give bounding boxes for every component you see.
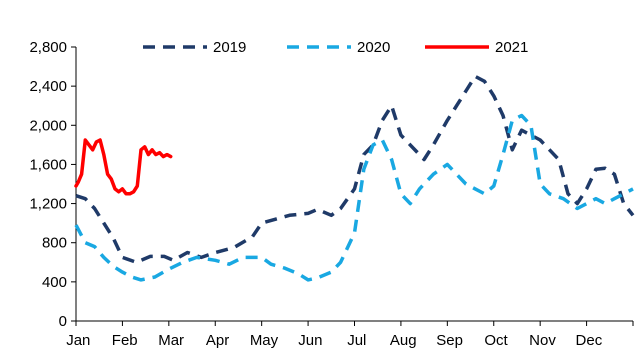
x-tick-label: Nov bbox=[529, 332, 556, 349]
x-tick-label: Dec bbox=[576, 332, 603, 349]
x-tick-label: Jun bbox=[298, 332, 322, 349]
x-axis: Jan Feb Mar Apr May Jun Jul Aug Sep Oct Nov Dec bbox=[66, 320, 634, 349]
y-tick-label: 2,800 bbox=[29, 39, 67, 56]
x-tick-label: Aug bbox=[390, 332, 417, 349]
x-tick-label: May bbox=[250, 332, 279, 349]
x-tick-label: Sep bbox=[436, 332, 463, 349]
x-tick-label: Jul bbox=[347, 332, 366, 349]
x-tick-label: Apr bbox=[206, 332, 229, 349]
series-layer bbox=[74, 74, 635, 282]
legend-label-2019: 2019 bbox=[213, 39, 246, 56]
x-tick-label: Feb bbox=[112, 332, 138, 349]
x-tick-label: Oct bbox=[484, 332, 508, 349]
legend: 2019 2020 2021 bbox=[143, 39, 528, 56]
y-axis: 0 400 800 1,200 1,600 2,000 2,400 2,800 bbox=[29, 39, 77, 330]
legend-label-2021: 2021 bbox=[495, 39, 528, 56]
y-tick-label: 1,600 bbox=[29, 156, 67, 173]
x-tick-label: Mar bbox=[158, 332, 184, 349]
series-line-2020 bbox=[74, 113, 634, 282]
y-tick-label: 0 bbox=[59, 313, 67, 330]
legend-label-2020: 2020 bbox=[357, 39, 390, 56]
series-line-2019 bbox=[75, 74, 635, 265]
y-tick-label: 2,000 bbox=[29, 117, 67, 134]
y-tick-label: 1,200 bbox=[29, 196, 67, 213]
series-line-2021 bbox=[74, 138, 173, 196]
y-tick-label: 2,400 bbox=[29, 78, 67, 95]
y-tick-label: 400 bbox=[42, 274, 67, 291]
y-tick-label: 800 bbox=[42, 235, 67, 252]
x-tick-label: Jan bbox=[66, 332, 90, 349]
